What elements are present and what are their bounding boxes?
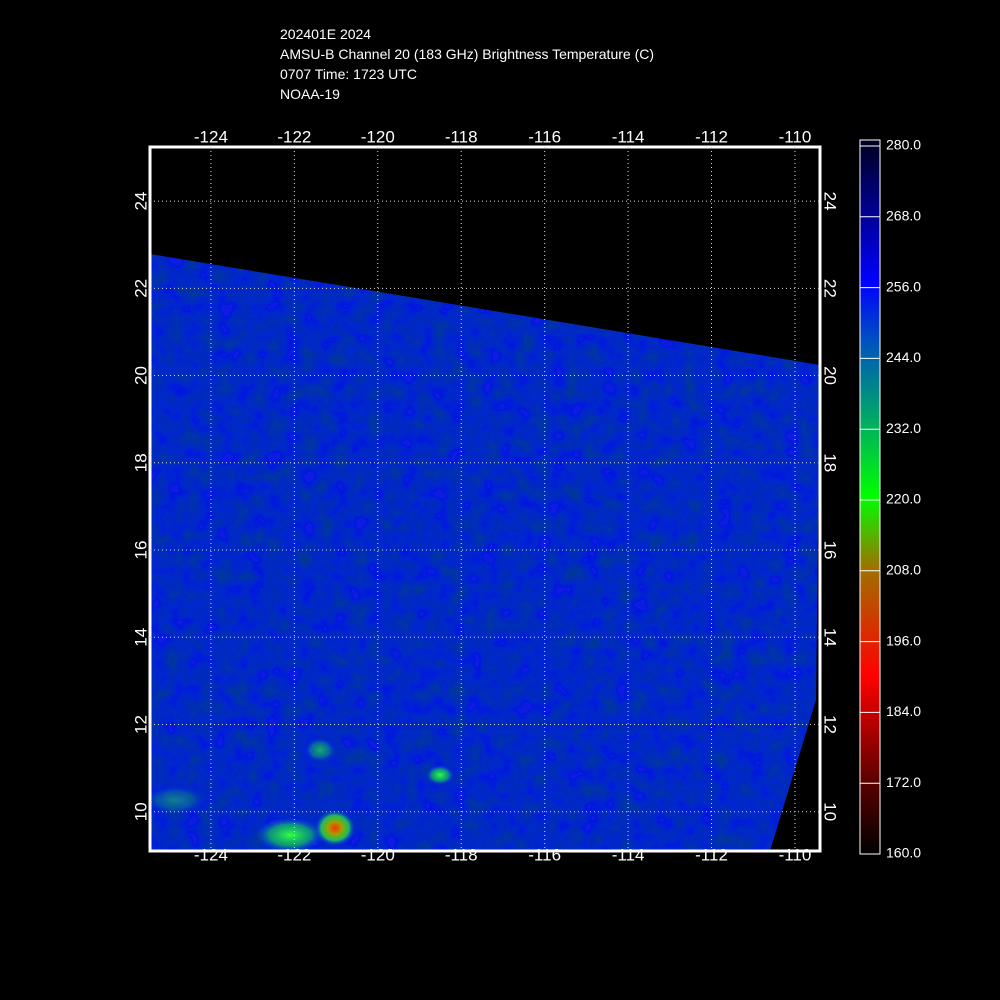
title-line: AMSU-B Channel 20 (183 GHz) Brightness T… bbox=[280, 46, 654, 62]
lat-tick-label: 20 bbox=[131, 366, 150, 385]
lat-tick-label: 10 bbox=[131, 802, 150, 821]
title-line: 0707 Time: 1723 UTC bbox=[280, 66, 417, 82]
lon-tick-label: -118 bbox=[445, 127, 478, 146]
lat-tick-label: 18 bbox=[131, 453, 150, 472]
colorbar-label: 184.0 bbox=[886, 703, 921, 719]
cold-cloud bbox=[304, 738, 336, 762]
lon-tick-label: -124 bbox=[194, 127, 228, 146]
lat-tick-label: 24 bbox=[821, 192, 840, 211]
lon-tick-label: -110 bbox=[779, 127, 812, 146]
title-line: 202401E 2024 bbox=[280, 26, 371, 42]
cold-cloud bbox=[255, 817, 325, 851]
cold-cloud bbox=[426, 765, 454, 785]
colorbar-label: 256.0 bbox=[886, 278, 921, 294]
colorbar-label: 196.0 bbox=[886, 632, 921, 648]
lon-tick-label: -122 bbox=[277, 845, 311, 864]
lat-tick-label: 22 bbox=[821, 279, 840, 298]
lat-tick-label: 22 bbox=[131, 279, 150, 298]
colorbar-label: 280.0 bbox=[886, 137, 921, 153]
lat-tick-label: 10 bbox=[821, 802, 840, 821]
colorbar bbox=[859, 139, 881, 855]
colorbar-label: 220.0 bbox=[886, 491, 921, 507]
lon-tick-label: -114 bbox=[612, 127, 645, 146]
plot-frame bbox=[148, 145, 822, 853]
lat-tick-label: 14 bbox=[131, 628, 150, 647]
lat-tick-label: 16 bbox=[821, 541, 840, 560]
swath-image bbox=[150, 254, 820, 851]
lat-tick-label: 24 bbox=[131, 192, 150, 211]
lon-tick-label: -110 bbox=[779, 845, 812, 864]
colorbar-label: 208.0 bbox=[886, 562, 921, 578]
lon-tick-label: -122 bbox=[277, 127, 311, 146]
title-line: NOAA-19 bbox=[280, 86, 340, 102]
lon-tick-label: -118 bbox=[445, 845, 478, 864]
colorbar-label: 172.0 bbox=[886, 774, 921, 790]
lon-tick-label: -120 bbox=[361, 845, 395, 864]
title-block: 202401E 2024 AMSU-B Channel 20 (183 GHz) … bbox=[280, 26, 654, 102]
lon-tick-label: -114 bbox=[612, 845, 645, 864]
swath bbox=[150, 254, 820, 851]
lat-tick-label: 12 bbox=[821, 715, 840, 734]
lon-tick-label: -112 bbox=[695, 845, 728, 864]
cold-cloud bbox=[315, 810, 355, 846]
lat-tick-label: 16 bbox=[131, 541, 150, 560]
lat-tick-label: 14 bbox=[821, 628, 840, 647]
lon-tick-label: -116 bbox=[528, 127, 561, 146]
colorbar-label: 268.0 bbox=[886, 208, 921, 224]
cold-cloud bbox=[150, 786, 205, 814]
colorbar-label: 244.0 bbox=[886, 349, 921, 365]
lat-tick-label: 20 bbox=[821, 366, 840, 385]
lat-tick-label: 18 bbox=[821, 453, 840, 472]
lon-tick-label: -124 bbox=[194, 845, 228, 864]
lon-tick-label: -120 bbox=[361, 127, 395, 146]
lon-tick-label: -116 bbox=[528, 845, 561, 864]
lat-tick-label: 12 bbox=[131, 715, 150, 734]
colorbar-label: 160.0 bbox=[886, 845, 921, 861]
lon-tick-label: -112 bbox=[695, 127, 728, 146]
colorbar-label: 232.0 bbox=[886, 420, 921, 436]
